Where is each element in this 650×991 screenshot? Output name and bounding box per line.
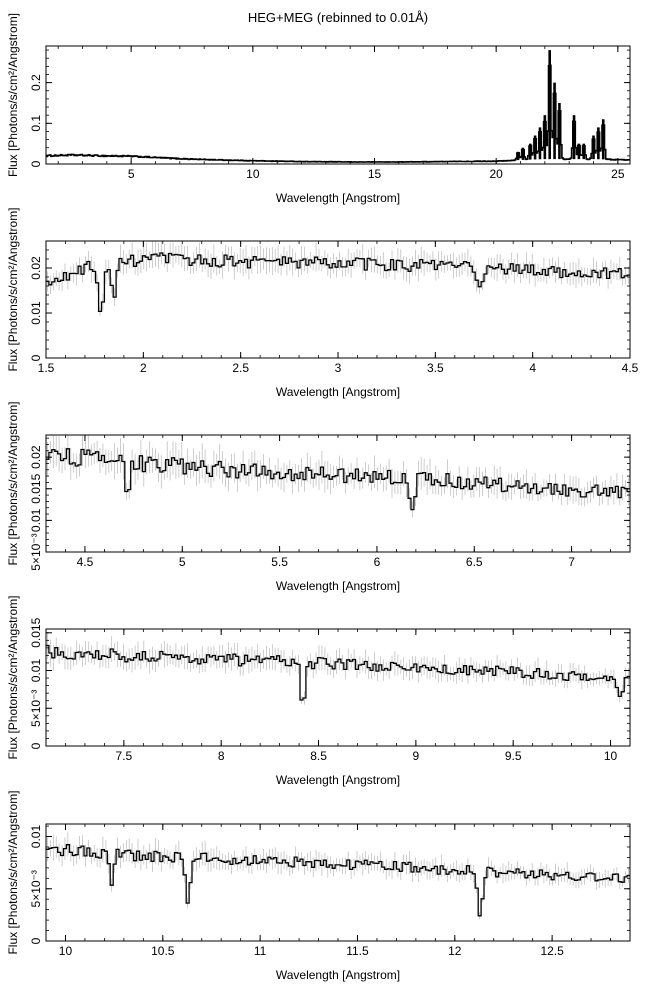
x-tick-label: 2 <box>140 361 147 375</box>
y-tick-label: 0.02 <box>29 445 43 469</box>
y-tick-label: 0.02 <box>29 256 43 280</box>
y-tick-label: 5×10⁻³ <box>29 533 43 570</box>
y-tick-label: 0.015 <box>29 617 43 647</box>
panel-2: 1.5 2 2.5 3 3.5 4 4.5 0 0.01 0.02 Wavelength [Angs… <box>6 207 639 399</box>
x-tick-label: 10 <box>604 749 618 763</box>
x-axis-label: Wavelength [Angstrom] <box>276 579 400 593</box>
y-axis-label: Flux [Photons/s/cm²/Angstrom] <box>6 790 20 954</box>
error-bars <box>47 241 629 316</box>
x-tick-label: 8.5 <box>310 749 327 763</box>
x-tick-label: 11 <box>254 944 267 958</box>
x-axis-label: Wavelength [Angstrom] <box>276 773 400 787</box>
plot-frame <box>45 823 631 942</box>
x-tick-label: 5 <box>128 167 135 181</box>
y-tick-label: 5×10⁻³ <box>29 870 43 907</box>
x-tick-label: 12 <box>448 944 462 958</box>
y-tick-label: 0 <box>29 937 43 944</box>
x-tick-label: 7.5 <box>116 749 133 763</box>
error-bars <box>47 632 629 705</box>
x-tick-label: 1.5 <box>38 361 55 375</box>
y-tick-label: 0.1 <box>29 115 43 132</box>
x-tick-label: 12.5 <box>540 944 564 958</box>
x-tick-label: 5.5 <box>271 555 288 569</box>
y-tick-label: 0.01 <box>29 508 43 532</box>
x-tick-label: 4 <box>529 361 536 375</box>
x-tick-label: 6 <box>374 555 381 569</box>
y-tick-label: 0.015 <box>29 473 43 503</box>
x-tick-label: 25 <box>611 167 625 181</box>
x-tick-label: 10 <box>246 167 260 181</box>
y-tick-label: 0 <box>29 160 43 167</box>
error-bars <box>47 832 629 920</box>
plot-frame <box>45 45 631 165</box>
x-tick-label: 2.5 <box>232 361 249 375</box>
y-tick-label: 5×10⁻³ <box>29 690 43 727</box>
x-tick-label: 4.5 <box>77 555 94 569</box>
x-tick-label: 10 <box>59 944 73 958</box>
y-tick-label: 0.01 <box>29 825 43 849</box>
page-title: HEG+MEG (rebinned to 0.01Å) <box>248 10 428 25</box>
x-tick-label: 3 <box>335 361 342 375</box>
panel-1: 5 10 15 20 25 0 0.1 0.2 Wavelength [Angstrom] Flu… <box>6 13 631 205</box>
x-tick-label: 10.5 <box>151 944 175 958</box>
x-axis-label: Wavelength [Angstrom] <box>276 191 400 205</box>
x-tick-label: 6.5 <box>466 555 483 569</box>
y-tick-label: 0.2 <box>29 74 43 91</box>
panel-4: 7.5 8 8.5 9 9.5 10 0 5×10⁻³ 0.01 0.015 Wavelength … <box>6 595 631 787</box>
y-axis-label: Flux [Photons/s/cm²/Angstrom] <box>6 401 20 565</box>
y-tick-label: 0.01 <box>29 659 43 683</box>
plot-frame <box>45 434 631 553</box>
y-tick-label: 0.01 <box>29 301 43 325</box>
x-tick-label: 8 <box>218 749 225 763</box>
spectrum-series <box>46 448 630 511</box>
x-tick-label: 7 <box>568 555 575 569</box>
x-tick-label: 9 <box>413 749 420 763</box>
y-tick-label: 0 <box>29 354 43 361</box>
spectrum-series <box>46 252 630 313</box>
y-axis-label: Flux [Photons/s/cm²/Angstrom] <box>6 595 20 759</box>
spectrum-series <box>46 644 630 701</box>
panel-3: 4.5 5 5.5 6 6.5 7 5×10⁻³0.01 0.015 0.02 Wavelengt… <box>6 401 631 593</box>
y-axis-label: Flux [Photons/s/cm²/Angstrom] <box>6 207 20 371</box>
panel-5: 10 10.5 11 11.5 12 12.5 0 5×10⁻³ 0.01 Wavelength … <box>6 790 631 982</box>
x-axis-label: Wavelength [Angstrom] <box>276 385 400 399</box>
x-axis-label: Wavelength [Angstrom] <box>276 968 400 982</box>
plot-frame <box>45 628 631 747</box>
x-tick-label: 9.5 <box>505 749 522 763</box>
y-tick-label: 0 <box>29 742 43 749</box>
y-axis-label: Flux [Photons/s/cm²/Angstrom] <box>6 13 20 177</box>
x-tick-label: 5 <box>179 555 186 569</box>
x-tick-label: 4.5 <box>622 361 639 375</box>
x-tick-label: 15 <box>368 167 382 181</box>
spectrum-series <box>46 844 630 917</box>
x-tick-label: 3.5 <box>427 361 444 375</box>
spectrum-series <box>46 64 630 163</box>
x-tick-label: 11.5 <box>346 944 369 958</box>
x-tick-label: 20 <box>489 167 503 181</box>
